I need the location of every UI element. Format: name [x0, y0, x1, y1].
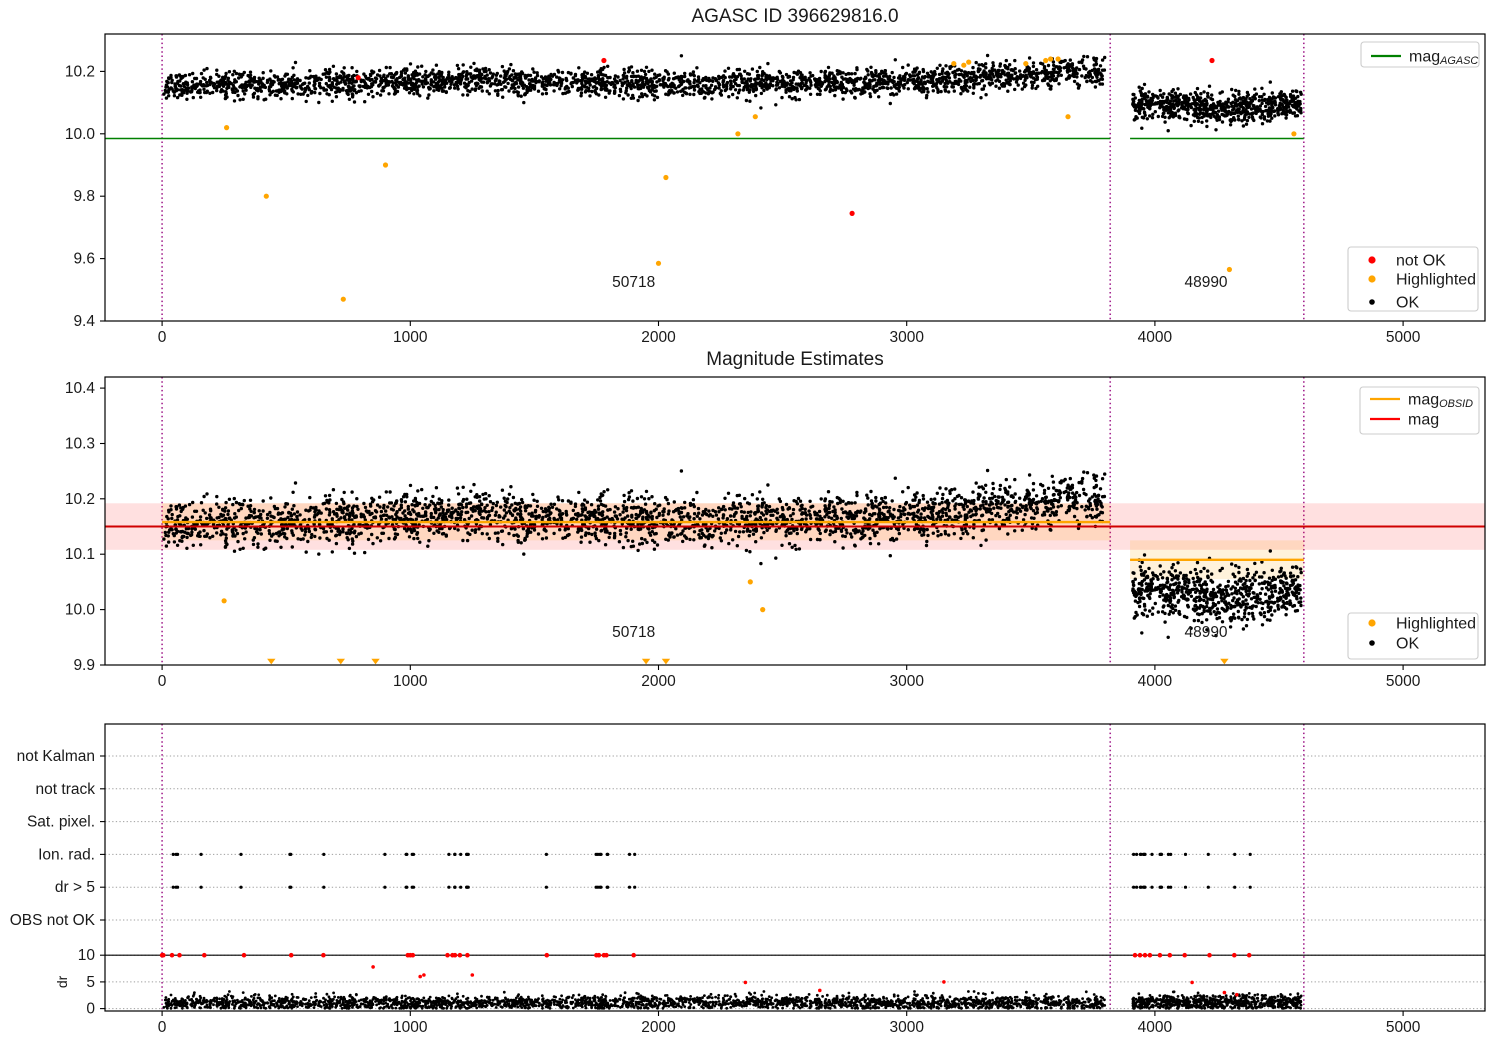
svg-text:10.3: 10.3 — [65, 436, 95, 453]
svg-text:OBS not OK: OBS not OK — [10, 912, 96, 929]
svg-text:10.1: 10.1 — [65, 546, 95, 563]
svg-text:dr: dr — [54, 975, 70, 988]
svg-text:Highlighted: Highlighted — [1396, 616, 1476, 633]
svg-text:4000: 4000 — [1138, 673, 1173, 690]
svg-text:Magnitude Estimates: Magnitude Estimates — [706, 349, 883, 370]
svg-text:5000: 5000 — [1386, 329, 1421, 346]
svg-text:dr > 5: dr > 5 — [55, 879, 95, 896]
svg-text:5000: 5000 — [1386, 673, 1421, 690]
svg-text:1000: 1000 — [393, 1019, 428, 1036]
svg-text:9.8: 9.8 — [73, 188, 95, 205]
svg-text:50718: 50718 — [612, 624, 655, 641]
svg-text:0: 0 — [158, 673, 167, 690]
svg-text:10.2: 10.2 — [65, 63, 95, 80]
svg-text:4000: 4000 — [1138, 329, 1173, 346]
svg-text:3000: 3000 — [889, 673, 924, 690]
svg-text:5000: 5000 — [1386, 1019, 1421, 1036]
svg-text:Sat. pixel.: Sat. pixel. — [27, 814, 95, 831]
svg-text:5: 5 — [86, 974, 95, 991]
svg-text:0: 0 — [158, 329, 167, 346]
svg-text:50718: 50718 — [612, 274, 655, 291]
svg-text:AGASC ID 396629816.0: AGASC ID 396629816.0 — [691, 6, 898, 27]
svg-text:9.9: 9.9 — [73, 657, 95, 674]
svg-text:not track: not track — [36, 781, 96, 798]
svg-text:3000: 3000 — [889, 1019, 924, 1036]
svg-text:2000: 2000 — [641, 329, 676, 346]
svg-text:10.4: 10.4 — [65, 380, 96, 397]
svg-text:9.4: 9.4 — [73, 313, 95, 330]
svg-text:10.0: 10.0 — [65, 126, 96, 143]
svg-text:48990: 48990 — [1184, 274, 1227, 291]
svg-text:10: 10 — [78, 947, 96, 964]
svg-text:not OK: not OK — [1396, 253, 1446, 270]
svg-text:OK: OK — [1396, 636, 1419, 653]
svg-text:1000: 1000 — [393, 329, 428, 346]
svg-text:4000: 4000 — [1138, 1019, 1173, 1036]
svg-text:48990: 48990 — [1184, 624, 1227, 641]
svg-text:10.2: 10.2 — [65, 491, 95, 508]
svg-text:1000: 1000 — [393, 673, 428, 690]
svg-text:9.6: 9.6 — [73, 251, 95, 268]
svg-text:2000: 2000 — [641, 673, 676, 690]
svg-text:10.0: 10.0 — [65, 602, 96, 619]
svg-text:not Kalman: not Kalman — [17, 748, 95, 765]
svg-text:mag: mag — [1408, 412, 1439, 429]
svg-text:0: 0 — [158, 1019, 167, 1036]
svg-text:2000: 2000 — [641, 1019, 676, 1036]
svg-text:Highlighted: Highlighted — [1396, 272, 1476, 289]
svg-text:3000: 3000 — [889, 329, 924, 346]
svg-text:0: 0 — [86, 1001, 95, 1018]
svg-text:OK: OK — [1396, 295, 1419, 312]
svg-text:Ion. rad.: Ion. rad. — [38, 846, 95, 863]
